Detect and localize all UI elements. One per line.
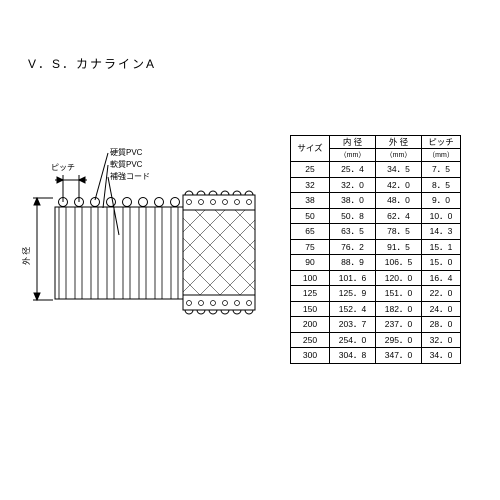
table-row: 250254．0295．032．0 <box>291 332 461 348</box>
cell-id: 101．6 <box>330 270 376 286</box>
cell-size: 150 <box>291 301 330 317</box>
cell-p: 16．4 <box>422 270 461 286</box>
cell-id: 152．4 <box>330 301 376 317</box>
cell-id: 203．7 <box>330 317 376 333</box>
cell-size: 100 <box>291 270 330 286</box>
th-unit-od: （mm） <box>376 149 422 162</box>
cutaway-section <box>135 180 275 315</box>
label-pitch: ピッチ <box>51 163 75 172</box>
cell-od: 78．5 <box>376 224 422 240</box>
table-row: 100101．6120．016．4 <box>291 270 461 286</box>
cell-size: 125 <box>291 286 330 302</box>
table-row: 125125．9151．022．0 <box>291 286 461 302</box>
cell-p: 24．0 <box>422 301 461 317</box>
cell-size: 25 <box>291 162 330 178</box>
cell-od: 237．0 <box>376 317 422 333</box>
cell-size: 32 <box>291 177 330 193</box>
cell-size: 300 <box>291 348 330 364</box>
cell-od: 48．0 <box>376 193 422 209</box>
cell-size: 200 <box>291 317 330 333</box>
table-row: 3232．042．08．5 <box>291 177 461 193</box>
top-circles <box>59 198 180 207</box>
hose-diagram: 外 径 ピッチ 硬質PVC 軟質PVC 補強コード <box>15 140 275 320</box>
cell-p: 22．0 <box>422 286 461 302</box>
cell-size: 75 <box>291 239 330 255</box>
cell-od: 182．0 <box>376 301 422 317</box>
cell-p: 14．3 <box>422 224 461 240</box>
cell-p: 32．0 <box>422 332 461 348</box>
cell-size: 65 <box>291 224 330 240</box>
label-hard-pvc: 硬質PVC <box>110 147 143 157</box>
label-soft-pvc: 軟質PVC <box>110 159 143 169</box>
table-row: 5050．862．410．0 <box>291 208 461 224</box>
table-row: 150152．4182．024．0 <box>291 301 461 317</box>
cell-size: 250 <box>291 332 330 348</box>
table-row: 9088．9106．515．0 <box>291 255 461 271</box>
cell-id: 25．4 <box>330 162 376 178</box>
cell-id: 304．8 <box>330 348 376 364</box>
table-row: 300304．8347．034．0 <box>291 348 461 364</box>
cell-size: 38 <box>291 193 330 209</box>
table-row: 6563．578．514．3 <box>291 224 461 240</box>
table-row: 7576．291．515．1 <box>291 239 461 255</box>
cell-od: 62．4 <box>376 208 422 224</box>
th-size: サイズ <box>291 136 330 162</box>
table-row: 2525．434．57．5 <box>291 162 461 178</box>
label-cord: 補強コード <box>110 171 150 181</box>
cell-id: 38．0 <box>330 193 376 209</box>
table-row: 200203．7237．028．0 <box>291 317 461 333</box>
cell-id: 76．2 <box>330 239 376 255</box>
cell-p: 9．0 <box>422 193 461 209</box>
th-inner-dia: 内 径 <box>330 136 376 149</box>
cell-id: 50．8 <box>330 208 376 224</box>
th-unit-p: （mm） <box>422 149 461 162</box>
cell-od: 120．0 <box>376 270 422 286</box>
cell-od: 91．5 <box>376 239 422 255</box>
cell-p: 7．5 <box>422 162 461 178</box>
label-outer-dia: 外 径 <box>21 247 31 265</box>
cell-od: 151．0 <box>376 286 422 302</box>
product-title: V．S．カナラインA <box>28 55 156 72</box>
cell-id: 63．5 <box>330 224 376 240</box>
cell-id: 125．9 <box>330 286 376 302</box>
cell-p: 15．0 <box>422 255 461 271</box>
cell-p: 28．0 <box>422 317 461 333</box>
spec-table-body: 2525．434．57．53232．042．08．53838．048．09．05… <box>291 162 461 364</box>
cell-id: 254．0 <box>330 332 376 348</box>
cell-od: 106．5 <box>376 255 422 271</box>
cell-p: 15．1 <box>422 239 461 255</box>
cell-size: 50 <box>291 208 330 224</box>
hose-body <box>55 207 183 299</box>
cell-p: 34．0 <box>422 348 461 364</box>
th-outer-dia: 外 径 <box>376 136 422 149</box>
cell-od: 34．5 <box>376 162 422 178</box>
cell-od: 295．0 <box>376 332 422 348</box>
table-row: 3838．048．09．0 <box>291 193 461 209</box>
cell-p: 10．0 <box>422 208 461 224</box>
cell-id: 88．9 <box>330 255 376 271</box>
th-unit-id: （mm） <box>330 149 376 162</box>
cell-od: 42．0 <box>376 177 422 193</box>
cell-p: 8．5 <box>422 177 461 193</box>
spec-table: サイズ 内 径 外 径 ピッチ （mm） （mm） （mm） 2525．434．… <box>290 135 461 364</box>
cell-od: 347．0 <box>376 348 422 364</box>
th-pitch: ピッチ <box>422 136 461 149</box>
spec-table-container: サイズ 内 径 外 径 ピッチ （mm） （mm） （mm） 2525．434．… <box>290 135 461 364</box>
cell-size: 90 <box>291 255 330 271</box>
cell-id: 32．0 <box>330 177 376 193</box>
